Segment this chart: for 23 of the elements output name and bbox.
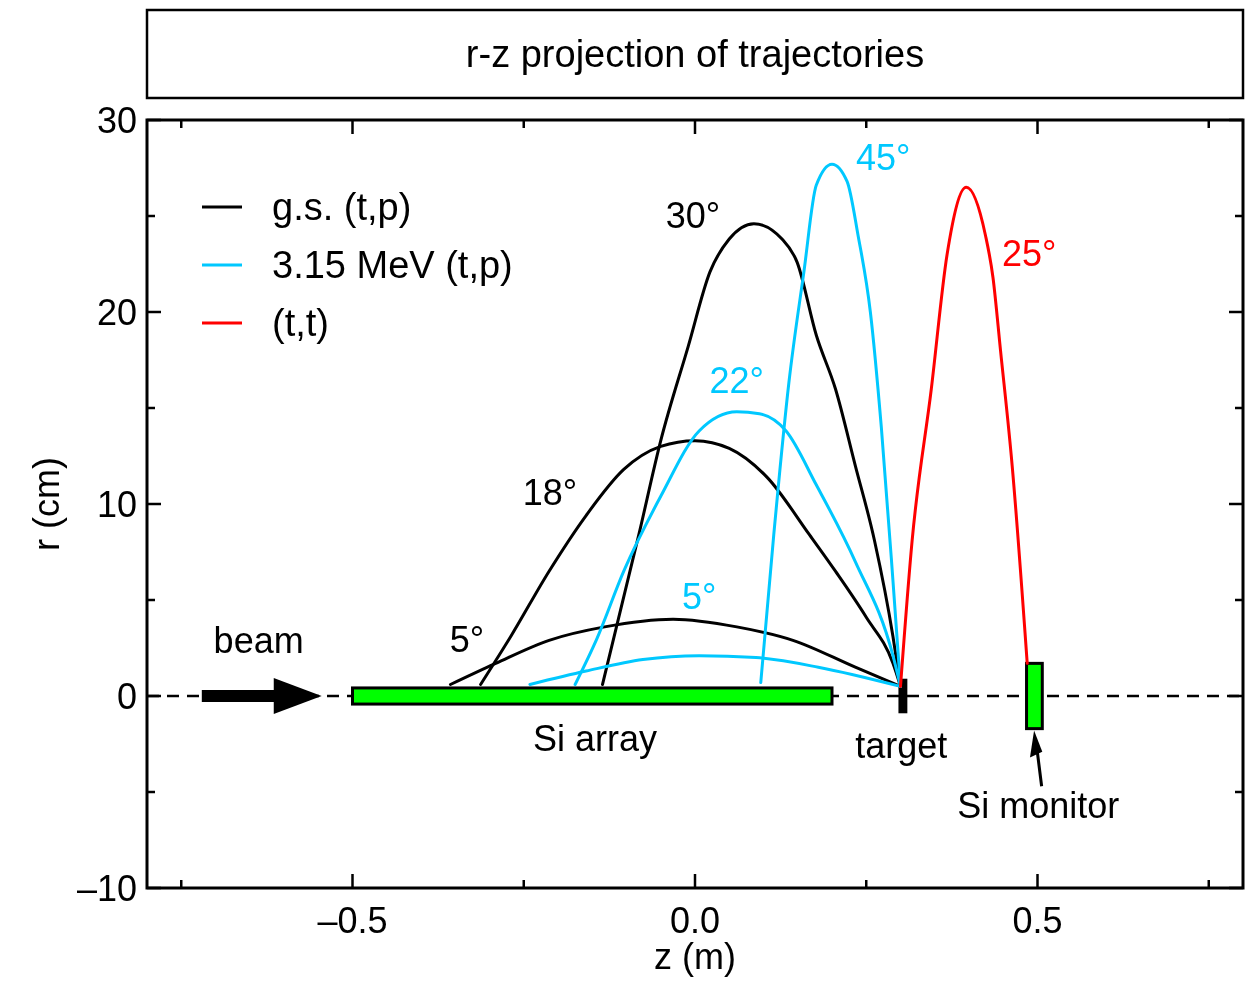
y-tick-label: 0	[116, 675, 137, 717]
annotation: 5°	[449, 619, 485, 661]
legend-label: g.s. (t,p)	[272, 186, 412, 228]
annotation: beam	[213, 619, 304, 661]
annotation: 25°	[1001, 233, 1057, 275]
y-axis-title: r (cm)	[25, 457, 67, 551]
legend-label: 3.15 MeV (t,p)	[272, 244, 513, 286]
x-tick-label: 0.5	[1012, 899, 1063, 941]
chart-title: r-z projection of trajectories	[465, 33, 925, 75]
annotation: 5°	[681, 575, 717, 617]
annotation: 30°	[665, 195, 721, 237]
annotation: 22°	[709, 360, 765, 402]
y-tick-label: 30	[96, 99, 137, 141]
annotation: Si monitor	[957, 784, 1120, 826]
annotation: Si array	[532, 717, 658, 759]
legend-label: (t,t)	[272, 302, 329, 344]
y-tick-label: –10	[76, 867, 137, 909]
y-tick-label: 20	[96, 291, 137, 333]
annotation: 45°	[856, 137, 911, 179]
annotation: 18°	[522, 471, 578, 513]
x-tick-label: –0.5	[317, 899, 388, 941]
y-tick-label: 10	[96, 483, 137, 525]
annotation: target	[855, 725, 948, 767]
